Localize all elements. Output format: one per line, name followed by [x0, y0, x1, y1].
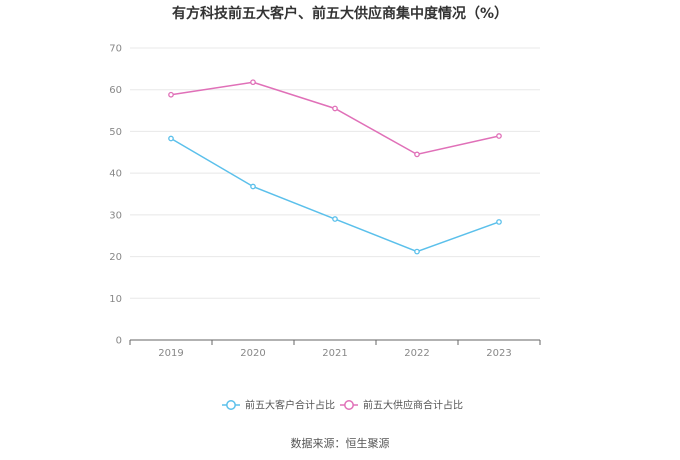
legend-marker-circle — [226, 400, 236, 410]
gridlines — [130, 47, 540, 299]
x-tick-label: 2023 — [486, 348, 511, 359]
y-tick-label: 50 — [109, 127, 122, 138]
data-point — [496, 219, 502, 225]
data-point — [414, 151, 420, 158]
y-axis: 0 10 20 30 40 50 60 70 — [109, 44, 122, 347]
data-point — [332, 105, 338, 112]
y-tick-label: 40 — [109, 169, 122, 180]
y-tick-label: 60 — [109, 85, 122, 96]
y-tick-label: 0 — [116, 336, 122, 347]
y-tick-label: 20 — [109, 252, 122, 263]
x-tick-label: 2019 — [158, 348, 183, 359]
series-line-1 — [170, 81, 500, 156]
legend: 前五大客户合计占比 前五大供应商合计占比 — [222, 399, 463, 412]
x-tick-label: 2021 — [322, 348, 347, 359]
y-tick-label: 10 — [109, 294, 122, 305]
y-tick-label: 30 — [109, 210, 122, 221]
legend-marker-circle — [344, 400, 354, 410]
data-point — [168, 135, 174, 142]
data-source: 数据来源：恒生聚源 — [291, 436, 390, 450]
data-point — [496, 133, 502, 139]
y-tick-label: 70 — [109, 44, 122, 55]
data-point — [332, 216, 338, 222]
series-layer — [168, 79, 502, 255]
data-point — [168, 91, 174, 98]
legend-label: 前五大客户合计占比 — [245, 399, 335, 412]
data-point — [250, 79, 256, 86]
legend-label: 前五大供应商合计占比 — [363, 399, 463, 412]
series-line-0 — [170, 137, 500, 253]
x-tick-label: 2022 — [404, 348, 429, 359]
chart-title: 有方科技前五大客户、前五大供应商集中度情况（%） — [172, 5, 508, 22]
x-axis: 2019 2020 2021 2022 2023 — [129, 339, 541, 359]
x-tick-label: 2020 — [240, 348, 265, 359]
data-point — [414, 248, 420, 255]
data-point — [250, 183, 256, 190]
